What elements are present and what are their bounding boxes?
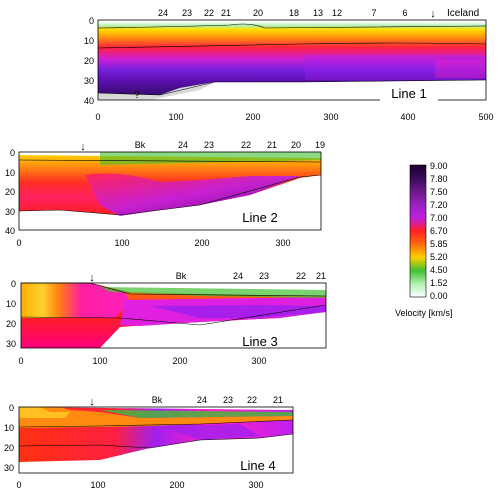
line1-ridge-label: 24 [158, 8, 168, 18]
line1-y-tick: 40 [84, 96, 94, 106]
line4-x-tick: 100 [90, 480, 105, 490]
line1-ridge-label: 20 [253, 8, 263, 18]
line2-x-tick: 0 [16, 238, 21, 248]
line3-y-tick: 0 [11, 279, 16, 289]
colorbar-tick: 4.50 [430, 265, 448, 275]
panel-line1: 24 23 22 21 20 18 13 12 7 6 ↓ Iceland ? … [84, 8, 494, 122]
line3-ridge-label: 23 [259, 271, 269, 281]
line2-title: Line 2 [242, 210, 277, 225]
line2-ridge-label: 19 [315, 140, 325, 150]
panel-line3: Bk 24 23 22 21 ↓ Line 3 0 10 20 30 0 100… [6, 271, 327, 366]
line2-x-tick: 200 [194, 238, 209, 248]
line4-ridge-label: Bk [152, 395, 163, 405]
line1-arrow: ↓ [430, 8, 436, 20]
line4-x-tick: 300 [248, 480, 263, 490]
line1-unknown-region [98, 82, 215, 100]
line4-x-tick: 0 [16, 480, 21, 490]
panel-line2: Bk 24 23 22 21 20 19 ↓ Line 2 0 10 20 30… [5, 140, 325, 248]
line1-x-tick: 400 [400, 112, 415, 122]
colorbar-tick: 5.85 [430, 239, 448, 249]
line3-title: Line 3 [242, 334, 277, 349]
line4-y-tick: 20 [4, 443, 14, 453]
line3-ridge-label: Bk [176, 271, 187, 281]
colorbar-title: Velocity [km/s] [395, 308, 453, 318]
panel-line4: Bk 24 23 22 21 ↓ Line 4 0 10 20 30 0 100… [4, 395, 294, 490]
line1-y-tick: 20 [84, 56, 94, 66]
line4-y-tick: 30 [4, 463, 14, 473]
line1-x-tick: 200 [245, 112, 260, 122]
line2-y-tick: 10 [5, 168, 15, 178]
line4-x-tick: 200 [169, 480, 184, 490]
colorbar-tick: 9.00 [430, 161, 448, 171]
line4-ridge-label: 22 [247, 395, 257, 405]
line1-ridge-label: 23 [182, 8, 192, 18]
line4-title: Line 4 [240, 458, 275, 473]
line1-x-tick: 0 [95, 112, 100, 122]
velocity-colorbar: 9.00 7.80 7.50 7.20 7.00 6.70 5.85 5.20 … [395, 161, 453, 318]
line4-y-tick: 0 [9, 403, 14, 413]
line1-y-tick: 0 [89, 16, 94, 26]
line2-y-tick: 0 [10, 148, 15, 158]
line1-ridge-label: 6 [402, 8, 407, 18]
line2-y-tick: 20 [5, 187, 15, 197]
line2-ridge-label: 24 [178, 140, 188, 150]
colorbar-tick: 0.00 [430, 291, 448, 301]
line3-x-tick: 0 [18, 356, 23, 366]
colorbar-tick: 7.20 [430, 200, 448, 210]
line1-y-tick: 10 [84, 36, 94, 46]
line1-ridge-label: 7 [371, 8, 376, 18]
line1-x-tick: 500 [478, 112, 493, 122]
line1-title: Line 1 [391, 86, 426, 101]
line1-ridge-label: 21 [221, 8, 231, 18]
line1-iceland-label: Iceland [447, 8, 479, 19]
line4-ridge-label: 24 [197, 395, 207, 405]
line1-ridge-label: 13 [313, 8, 323, 18]
line3-y-tick: 20 [6, 319, 16, 329]
line2-arrow: ↓ [80, 141, 86, 153]
line2-y-tick: 40 [5, 226, 15, 236]
line3-arrow: ↓ [89, 272, 95, 284]
line1-x-tick: 100 [168, 112, 183, 122]
line2-x-tick: 300 [275, 238, 290, 248]
line3-y-tick: 10 [6, 299, 16, 309]
colorbar-tick: 6.70 [430, 226, 448, 236]
line3-ridge-label: 21 [316, 271, 326, 281]
line4-y-tick: 10 [4, 423, 14, 433]
line3-x-tick: 200 [172, 356, 187, 366]
line2-ridge-label: Bk [135, 140, 146, 150]
line2-ridge-label: 22 [241, 140, 251, 150]
line1-ridge-label: 12 [332, 8, 342, 18]
line1-ridge-label: 22 [204, 8, 214, 18]
colorbar-tick: 7.80 [430, 174, 448, 184]
line1-x-tick: 300 [323, 112, 338, 122]
colorbar-tick: 1.52 [430, 278, 448, 288]
colorbar-tick: 5.20 [430, 252, 448, 262]
line1-y-tick: 30 [84, 76, 94, 86]
line1-unknown-mark: ? [134, 90, 140, 101]
line2-x-tick: 100 [114, 238, 129, 248]
colorbar-tick: 7.50 [430, 187, 448, 197]
line4-arrow: ↓ [89, 396, 95, 408]
line4-ridge-label: 23 [223, 395, 233, 405]
line3-ridge-label: 24 [233, 271, 243, 281]
line2-ridge-label: 21 [267, 140, 277, 150]
line3-y-tick: 30 [6, 339, 16, 349]
line2-ridge-label: 20 [291, 140, 301, 150]
line1-model-fill [98, 22, 486, 95]
line2-y-tick: 30 [5, 207, 15, 217]
line1-ridge-label: 18 [289, 8, 299, 18]
colorbar-tick: 7.00 [430, 213, 448, 223]
line3-ridge-label: 22 [296, 271, 306, 281]
line4-ridge-label: 21 [273, 395, 283, 405]
line3-x-tick: 300 [251, 356, 266, 366]
line2-ridge-label: 23 [204, 140, 214, 150]
line3-x-tick: 100 [92, 356, 107, 366]
